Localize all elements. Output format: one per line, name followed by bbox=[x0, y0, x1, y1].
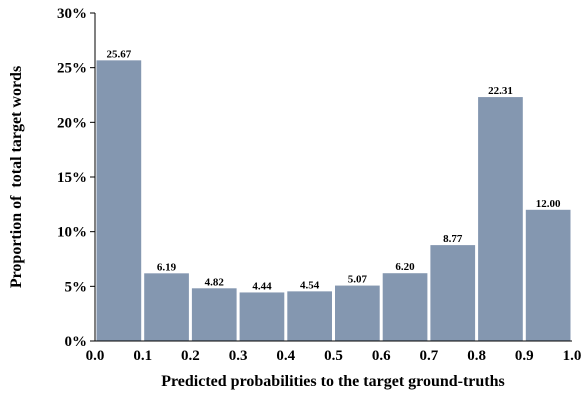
x-axis-label: Predicted probabilities to the target gr… bbox=[161, 373, 505, 390]
x-tick-label: 0.0 bbox=[86, 348, 105, 364]
y-tick-label: 30% bbox=[57, 6, 87, 22]
value-label: 12.00 bbox=[536, 198, 561, 210]
bar bbox=[191, 288, 237, 341]
bar bbox=[382, 273, 428, 341]
y-tick-label: 0% bbox=[65, 334, 88, 350]
x-tick-label: 0.4 bbox=[276, 348, 295, 364]
bar bbox=[239, 292, 285, 341]
value-label: 4.44 bbox=[252, 280, 272, 292]
y-tick-label: 5% bbox=[65, 279, 88, 295]
bar bbox=[287, 291, 332, 341]
bar bbox=[478, 97, 523, 341]
x-tick-label: 0.7 bbox=[420, 348, 439, 364]
x-tick-label: 0.8 bbox=[467, 348, 486, 364]
value-label: 8.77 bbox=[443, 233, 463, 245]
value-label: 6.19 bbox=[157, 261, 177, 273]
value-label: 5.07 bbox=[348, 274, 368, 286]
bar bbox=[144, 273, 189, 341]
x-tick-label: 0.2 bbox=[181, 348, 200, 364]
y-tick-label: 10% bbox=[57, 225, 87, 241]
y-tick-label: 15% bbox=[57, 170, 87, 186]
x-tick-label: 0.6 bbox=[372, 348, 391, 364]
x-tick-label: 1.0 bbox=[563, 348, 582, 364]
value-label: 4.54 bbox=[300, 279, 320, 291]
value-label: 6.20 bbox=[395, 261, 415, 273]
y-tick-label: 25% bbox=[57, 61, 87, 77]
y-tick-label: 20% bbox=[57, 115, 87, 131]
value-label: 25.67 bbox=[106, 48, 131, 60]
bar bbox=[430, 245, 476, 341]
bar bbox=[96, 60, 142, 341]
x-tick-label: 0.9 bbox=[515, 348, 534, 364]
bar bbox=[335, 285, 380, 341]
x-tick-label: 0.5 bbox=[324, 348, 343, 364]
x-tick-label: 0.3 bbox=[229, 348, 248, 364]
value-label: 22.31 bbox=[488, 85, 513, 97]
bar bbox=[525, 209, 571, 341]
y-axis-label: Proportion of total target words bbox=[8, 66, 25, 288]
value-label: 4.82 bbox=[205, 276, 225, 288]
x-tick-label: 0.1 bbox=[133, 348, 152, 364]
